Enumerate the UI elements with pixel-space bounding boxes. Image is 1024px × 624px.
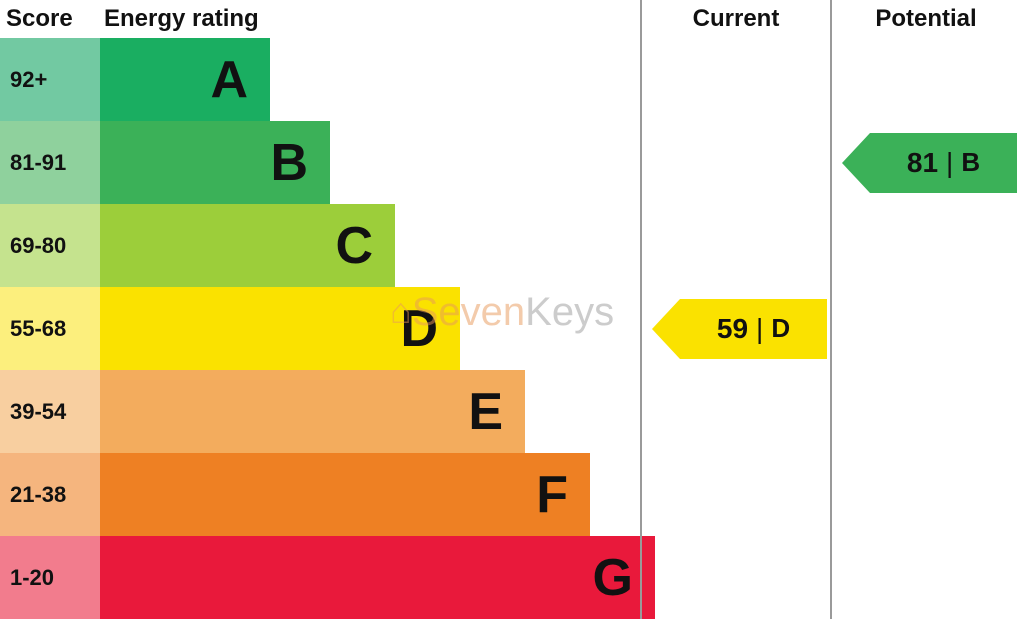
rating-row-d: 55-68 D 59| D	[0, 287, 1024, 370]
pointer-value: 81	[907, 147, 938, 179]
rating-letter: A	[210, 50, 248, 110]
score-range: 39-54	[0, 370, 100, 453]
rating-bar-c: C	[100, 204, 395, 287]
header-row: Score Energy rating Current Potential	[0, 0, 1024, 38]
pointer-body: 59| D	[680, 299, 827, 359]
rating-row-c: 69-80 C	[0, 204, 1024, 287]
pointer-body: 81| B	[870, 133, 1017, 193]
rating-bar-g: G	[100, 536, 655, 619]
potential-cell: 81| B	[830, 121, 1020, 204]
pointer-separator: |	[756, 313, 763, 345]
score-range: 1-20	[0, 536, 100, 619]
score-range: 55-68	[0, 287, 100, 370]
potential-cell	[830, 370, 1020, 453]
rating-row-g: 1-20 G	[0, 536, 1024, 619]
pointer-value: 59	[717, 313, 748, 345]
score-range: 69-80	[0, 204, 100, 287]
current-cell	[640, 121, 830, 204]
rating-letter: G	[593, 548, 633, 608]
bar-cell: E	[100, 370, 640, 453]
pointer-arrow-icon	[652, 299, 680, 359]
header-score: Score	[0, 5, 100, 33]
rating-bar-f: F	[100, 453, 590, 536]
rating-row-b: 81-91 B 81| B	[0, 121, 1024, 204]
bar-cell: B	[100, 121, 640, 204]
bar-cell: G	[100, 536, 640, 619]
rating-letter: F	[536, 465, 568, 525]
potential-pointer: 81| B	[842, 133, 1017, 193]
potential-cell	[830, 38, 1020, 121]
pointer-letter: B	[961, 147, 980, 178]
bar-cell: D	[100, 287, 640, 370]
rating-bar-d: D	[100, 287, 460, 370]
potential-cell	[830, 287, 1020, 370]
potential-cell	[830, 453, 1020, 536]
rating-row-a: 92+ A	[0, 38, 1024, 121]
rating-letter: E	[468, 382, 503, 442]
potential-cell	[830, 204, 1020, 287]
bar-cell: A	[100, 38, 640, 121]
bar-cell: F	[100, 453, 640, 536]
current-pointer: 59| D	[652, 299, 827, 359]
header-potential: Potential	[830, 0, 1020, 38]
potential-cell	[830, 536, 1020, 619]
header-current: Current	[640, 0, 830, 38]
current-cell	[640, 38, 830, 121]
rating-letter: B	[270, 133, 308, 193]
current-cell	[640, 370, 830, 453]
rating-rows: 92+A81-91B81|B69-80C55-68D59|D39-54E21-3…	[0, 38, 1024, 619]
header-rating: Energy rating	[100, 5, 640, 33]
current-cell	[640, 204, 830, 287]
rating-bar-e: E	[100, 370, 525, 453]
score-range: 21-38	[0, 453, 100, 536]
pointer-letter: D	[771, 313, 790, 344]
rating-row-e: 39-54 E	[0, 370, 1024, 453]
rating-bar-a: A	[100, 38, 270, 121]
current-cell	[640, 453, 830, 536]
score-range: 81-91	[0, 121, 100, 204]
rating-bar-b: B	[100, 121, 330, 204]
rating-letter: D	[400, 299, 438, 359]
score-range: 92+	[0, 38, 100, 121]
rating-row-f: 21-38 F	[0, 453, 1024, 536]
current-cell	[640, 536, 830, 619]
energy-rating-chart: Score Energy rating Current Potential 92…	[0, 0, 1024, 624]
current-cell: 59| D	[640, 287, 830, 370]
pointer-arrow-icon	[842, 133, 870, 193]
rating-letter: C	[335, 216, 373, 276]
pointer-separator: |	[946, 147, 953, 179]
bar-cell: C	[100, 204, 640, 287]
